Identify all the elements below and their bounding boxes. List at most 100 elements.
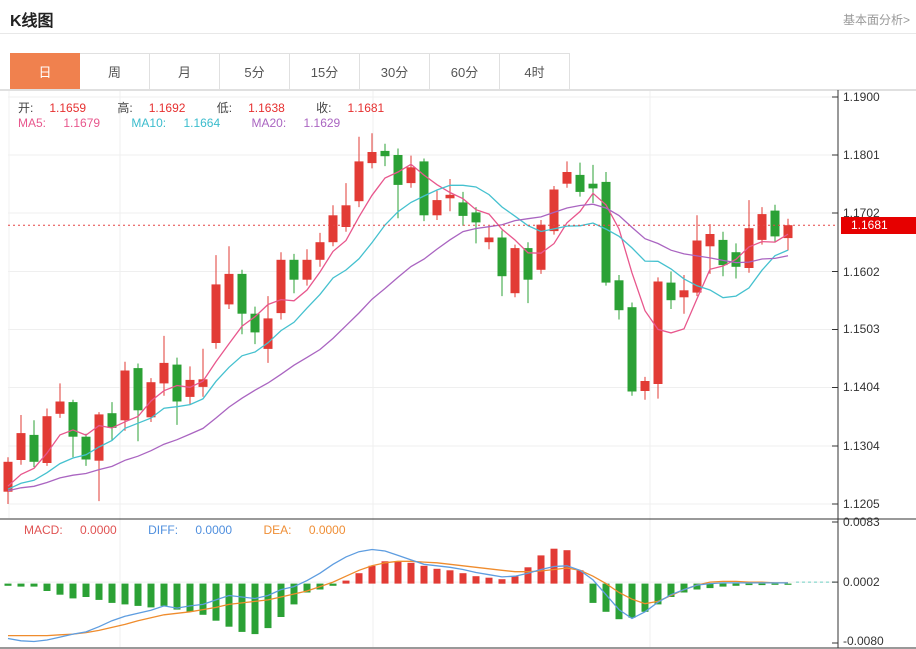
macd-hist-bar (82, 583, 90, 597)
candle-down (523, 248, 533, 280)
candle-down (172, 364, 182, 402)
macd-hist-bar (251, 583, 259, 635)
macd-hist-bar (563, 550, 571, 584)
macd-hist-bar (264, 583, 272, 629)
candle-down (770, 210, 780, 237)
candle-up (328, 215, 338, 243)
candle-up (55, 401, 65, 414)
candle-up (211, 284, 221, 343)
macd-hist-bar (706, 583, 714, 589)
timeframe-tabs: 日 周 月 5分 15分 30分 60分 4时 (10, 53, 570, 90)
macd-hist-bar (771, 583, 779, 585)
macd-hist-bar (277, 583, 285, 617)
macd-hist-bar (160, 583, 168, 606)
macd-hist-bar (420, 565, 428, 584)
macd-hist-bar (446, 570, 454, 584)
tab-week[interactable]: 周 (80, 53, 150, 90)
macd-hist-bar (615, 583, 623, 620)
candle-up (783, 225, 793, 239)
diff-line (7, 548, 788, 643)
macd-hist-bar (745, 583, 753, 586)
candle-up (198, 379, 208, 387)
axis-tick-label: 0.0002 (843, 575, 880, 589)
candle-down (250, 313, 260, 333)
macd-hist-bar (693, 583, 701, 590)
ma5-line (7, 163, 789, 487)
axis-tick-label: 1.1205 (843, 497, 880, 511)
candle-up (224, 273, 234, 305)
candle-down (107, 413, 117, 428)
candle-down (614, 280, 624, 311)
candle-up (757, 214, 767, 240)
macd-hist-bar (472, 576, 480, 584)
macd-hist-bar (589, 583, 597, 603)
macd-hist-bar (381, 561, 389, 584)
macd-hist-bar (173, 583, 181, 610)
axis-tick-label: 1.1503 (843, 322, 880, 336)
candle-up (510, 248, 520, 294)
macd-hist-bar (212, 583, 220, 621)
macd-hist-bar (602, 583, 610, 612)
macd-hist-bar (433, 568, 441, 584)
macd-hist-bar (147, 583, 155, 608)
tab-day[interactable]: 日 (10, 53, 80, 90)
candle-down (471, 212, 481, 223)
macd-hist-bar (641, 583, 649, 612)
candle-up (341, 205, 351, 227)
macd-hist-bar (758, 583, 766, 586)
macd-hist-bar (524, 567, 532, 584)
candle-up (562, 172, 572, 184)
axis-tick-label: 0.0083 (843, 515, 880, 529)
tab-30min[interactable]: 30分 (360, 53, 430, 90)
candle-down (666, 282, 676, 301)
macd-hist-bar (4, 583, 12, 586)
macd-hist-bar (667, 583, 675, 597)
macd-hist-bar (342, 580, 350, 584)
macd-hist-bar (186, 583, 194, 612)
fundamental-analysis-link[interactable]: 基本面分析> (842, 13, 910, 27)
ohlc-legend: 开: 1.1659 高: 1.1692 低: 1.1638 收: 1.1681 (18, 99, 412, 116)
axis-tick-label: 1.1900 (843, 90, 880, 104)
ohlc-open: 开: 1.1659 (18, 101, 87, 115)
macd-hist-bar (43, 583, 51, 591)
candle-down (458, 202, 468, 216)
candle-down (393, 155, 403, 185)
macd-legend: MACD: 0.0000 DIFF: 0.0000 DEA: 0.0000 (24, 523, 374, 537)
macd-hist-bar (719, 583, 727, 587)
macd-hist-bar (30, 583, 38, 587)
macd-value: MACD: 0.0000 (24, 523, 117, 537)
macd-hist-bar (17, 583, 25, 587)
candle-down (588, 183, 598, 189)
macd-hist-bar (329, 583, 337, 586)
macd-hist-bar (303, 583, 311, 593)
current-price-badge: 1.1681 (841, 217, 916, 234)
tabrow-divider (0, 89, 916, 90)
ohlc-high: 高: 1.1692 (117, 101, 186, 115)
axis-tick-label: 1.1404 (843, 380, 880, 394)
candle-down (627, 307, 637, 392)
macd-hist-bar (56, 583, 64, 595)
candle-up (159, 362, 169, 384)
axis-tick-label: 1.1602 (843, 265, 880, 279)
candle-up (185, 379, 195, 397)
tab-month[interactable]: 月 (150, 53, 220, 90)
candle-up (276, 259, 286, 314)
macd-hist-bar (69, 583, 77, 599)
ma10-legend: MA10: 1.1664 (131, 116, 221, 130)
macd-hist-bar (121, 583, 129, 605)
macd-hist-bar (680, 583, 688, 593)
candle-up (536, 224, 546, 270)
macd-hist-bar (407, 562, 415, 584)
widget-header: K线图 基本面分析> (0, 0, 916, 34)
tab-60min[interactable]: 60分 (430, 53, 500, 90)
macd-hist-bar (394, 561, 402, 584)
tab-5min[interactable]: 5分 (220, 53, 290, 90)
candle-up (692, 240, 702, 293)
tab-15min[interactable]: 15分 (290, 53, 360, 90)
tab-4hour[interactable]: 4时 (500, 53, 570, 90)
macd-hist-bar (784, 583, 792, 585)
ohlc-low: 低: 1.1638 (216, 101, 285, 115)
candle-down (133, 368, 143, 411)
macd-hist-bar (511, 576, 519, 584)
